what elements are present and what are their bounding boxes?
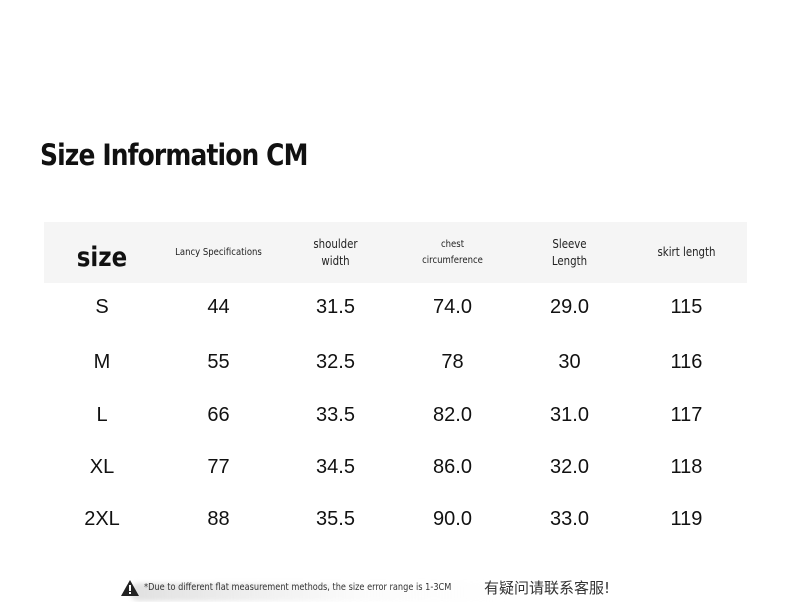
header-shoulder-width: shoulder width xyxy=(286,236,385,270)
table-row: 2XL 88 35.5 90.0 33.0 119 xyxy=(44,504,747,534)
header-shoulder-line2: width xyxy=(321,253,350,268)
cell-lancy: 88 xyxy=(207,507,230,530)
cell-lancy: 44 xyxy=(207,295,230,318)
cell-lancy: 66 xyxy=(207,403,230,426)
cell-chest: 86.0 xyxy=(433,455,472,478)
cell-skirt: 115 xyxy=(670,295,703,318)
header-shoulder-line1: shoulder xyxy=(313,236,358,251)
cell-skirt: 118 xyxy=(670,455,703,478)
cell-chest: 74.0 xyxy=(433,295,472,318)
cell-shoulder: 32.5 xyxy=(316,350,355,373)
cell-sleeve: 31.0 xyxy=(550,403,589,426)
header-skirt-label: skirt length xyxy=(657,245,716,259)
cell-chest: 78 xyxy=(441,350,464,373)
cell-lancy: 55 xyxy=(207,350,230,373)
header-size-label: size xyxy=(76,241,128,273)
cell-skirt: 116 xyxy=(670,350,703,373)
cell-chest: 82.0 xyxy=(433,403,472,426)
note-text: *Due to different flat measurement metho… xyxy=(144,582,452,593)
page-title: Size Information CM xyxy=(40,138,308,172)
note-highlight xyxy=(130,583,510,601)
header-sleeve-line1: Sleeve xyxy=(552,236,587,251)
table-row: L 66 33.5 82.0 31.0 117 xyxy=(44,400,747,430)
header-sleeve-length: Sleeve Length xyxy=(520,236,619,270)
header-skirt-length: skirt length xyxy=(637,244,736,261)
header-lancy-specifications: Lancy Specifications xyxy=(169,245,268,261)
cell-sleeve: 32.0 xyxy=(550,455,589,478)
cell-size: L xyxy=(96,403,108,426)
cell-shoulder: 31.5 xyxy=(316,295,355,318)
header-size: size xyxy=(53,233,152,273)
cell-size: 2XL xyxy=(84,507,120,530)
header-chest-line1: chest xyxy=(440,238,465,250)
cell-chest: 90.0 xyxy=(433,507,472,530)
size-table: size Lancy Specifications shoulder width… xyxy=(44,222,747,530)
note-text-cn: 有疑问请联系客服! xyxy=(484,579,611,597)
cell-skirt: 117 xyxy=(670,403,703,426)
table-row: XL 77 34.5 86.0 32.0 118 xyxy=(44,452,747,482)
table-header: size Lancy Specifications shoulder width… xyxy=(44,222,747,283)
table-row: M 55 32.5 78 30 116 xyxy=(44,347,747,377)
cell-shoulder: 34.5 xyxy=(316,455,355,478)
cell-sleeve: 30 xyxy=(558,350,581,373)
header-chest-line2: circumference xyxy=(422,254,483,266)
header-chest-circumference: chest circumference xyxy=(403,237,502,269)
cell-shoulder: 33.5 xyxy=(316,403,355,426)
header-sleeve-line2: Length xyxy=(551,253,588,268)
measurement-note: *Due to different flat measurement metho… xyxy=(120,577,611,601)
cell-skirt: 119 xyxy=(670,507,703,530)
header-lancy-label: Lancy Specifications xyxy=(175,246,262,258)
warning-icon-svg xyxy=(121,579,139,596)
cell-sleeve: 33.0 xyxy=(550,507,589,530)
cell-size: XL xyxy=(89,455,115,478)
cell-lancy: 77 xyxy=(207,455,230,478)
cell-size: S xyxy=(95,295,109,318)
cell-size: M xyxy=(93,350,111,373)
table-row: S 44 31.5 74.0 29.0 115 xyxy=(44,292,747,322)
cell-shoulder: 35.5 xyxy=(316,507,355,530)
warning-icon xyxy=(120,579,140,597)
cell-sleeve: 29.0 xyxy=(550,295,589,318)
